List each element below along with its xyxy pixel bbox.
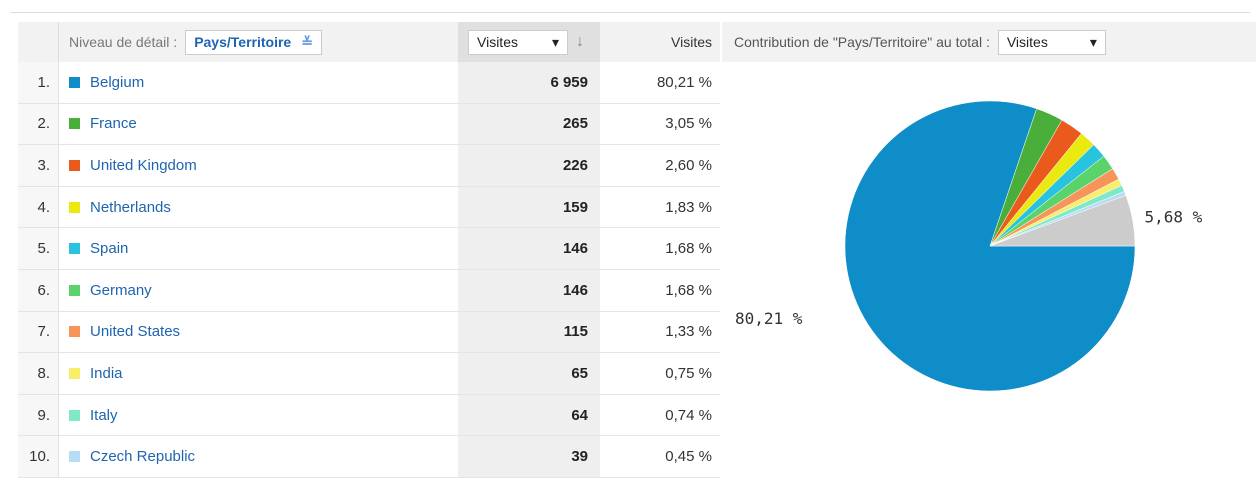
share-value: 2,60 % (665, 156, 712, 174)
color-swatch (69, 118, 80, 130)
top-border (10, 12, 1250, 13)
table-row: 7. United States 115 1,33 % (18, 311, 720, 354)
row-index: 9. (18, 394, 58, 436)
table-row: 3. United Kingdom 226 2,60 % (18, 145, 720, 187)
country-cell: Czech Republic (58, 436, 458, 477)
country-cell: United Kingdom (58, 145, 458, 186)
country-link[interactable]: Belgium (90, 73, 145, 91)
country-cell: France (58, 103, 458, 145)
contribution-text: Visites (1006, 34, 1048, 50)
country-link[interactable]: France (90, 115, 137, 133)
dropdown-icon: ▾ (1089, 33, 1097, 50)
color-swatch (69, 367, 80, 379)
metric-text: Visites (477, 34, 518, 50)
table-row: 4. Netherlands 159 1,83 % (18, 186, 720, 229)
color-swatch (69, 243, 80, 255)
pie-label: 5,68 % (1145, 208, 1203, 227)
sort-icon[interactable]: ↓ (576, 33, 584, 50)
row-index: 5. (18, 228, 58, 269)
dimension-header: Niveau de détail : Pays/Territoire ≚ (58, 22, 458, 62)
pie-chart: 80,21 % 5,68 % (735, 100, 1203, 392)
country-link[interactable]: Netherlands (90, 198, 171, 216)
metric-column-header: Visites (600, 22, 720, 62)
color-swatch (69, 76, 80, 88)
country-cell: Belgium (58, 62, 458, 103)
country-cell: India (58, 353, 458, 394)
share-value: 1,33 % (665, 323, 712, 341)
share-value: 0,74 % (665, 406, 712, 424)
metric-select[interactable]: Visites ▾ (468, 29, 568, 55)
pie-slice (989, 195, 1136, 247)
table-row: 8. India 65 0,75 % (18, 353, 720, 395)
share-value: 1,68 % (665, 240, 712, 258)
row-index: 8. (18, 353, 58, 394)
metric-column: Visites (671, 34, 712, 50)
color-swatch (69, 284, 80, 296)
country-cell: Spain (58, 228, 458, 269)
country-link[interactable]: Spain (90, 240, 129, 258)
detail-label: Niveau de détail : (69, 34, 178, 50)
share-value: 3,05 % (665, 115, 712, 133)
dropdown-icon: ▾ (551, 33, 559, 50)
row-index: 3. (18, 145, 58, 186)
contribution-label: Contribution de "Pays/Territoire" au tot… (734, 34, 990, 50)
row-index: 2. (18, 103, 58, 145)
visits-value: 39 (458, 436, 600, 477)
index-header (18, 22, 58, 62)
visits-value: 65 (458, 353, 600, 394)
share-value: 0,45 % (665, 448, 712, 466)
table-row: 5. Spain 146 1,68 % (18, 228, 720, 270)
pie-label: 80,21 % (735, 309, 803, 328)
row-index: 10. (18, 436, 58, 477)
visits-value: 6 959 (458, 62, 600, 103)
visits-value: 226 (458, 145, 600, 186)
visits-value: 115 (458, 311, 600, 353)
share-value: 1,83 % (665, 198, 712, 216)
dimension-text: Pays/Territoire (194, 34, 292, 50)
visits-value: 265 (458, 103, 600, 145)
table-row: 1. Belgium 6 959 80,21 % (18, 62, 720, 104)
country-link[interactable]: India (90, 364, 123, 382)
country-cell: Italy (58, 394, 458, 436)
dimension-select[interactable]: Pays/Territoire ≚ (185, 29, 322, 55)
country-link[interactable]: Czech Republic (90, 448, 196, 466)
row-index: 4. (18, 186, 58, 228)
visits-value: 64 (458, 394, 600, 436)
contribution-header: Contribution de "Pays/Territoire" au tot… (722, 22, 1256, 62)
dropdown-icon: ≚ (301, 33, 313, 50)
share-value: 1,68 % (665, 281, 712, 299)
country-cell: Germany (58, 270, 458, 311)
country-link[interactable]: United Kingdom (90, 156, 197, 174)
color-swatch (69, 451, 80, 463)
metric-header: Visites ▾ ↓ (458, 22, 600, 62)
share-value: 0,75 % (665, 364, 712, 382)
table-row: 10. Czech Republic 39 0,45 % (18, 436, 720, 478)
row-index: 1. (18, 62, 58, 103)
country-cell: United States (58, 311, 458, 353)
country-link[interactable]: Italy (90, 406, 118, 424)
row-index: 6. (18, 270, 58, 311)
contribution-select[interactable]: Visites ▾ (997, 29, 1106, 55)
visits-value: 146 (458, 270, 600, 311)
share-value: 80,21 % (656, 73, 712, 91)
table-row: 9. Italy 64 0,74 % (18, 394, 720, 437)
color-swatch (69, 326, 80, 338)
table-row: 6. Germany 146 1,68 % (18, 270, 720, 312)
country-cell: Netherlands (58, 186, 458, 228)
color-swatch (69, 409, 80, 421)
color-swatch (69, 159, 80, 171)
visits-value: 159 (458, 186, 600, 228)
visits-value: 146 (458, 228, 600, 269)
color-swatch (69, 201, 80, 213)
country-link[interactable]: United States (90, 323, 181, 341)
row-index: 7. (18, 311, 58, 353)
table-row: 2. France 265 3,05 % (18, 103, 720, 146)
country-link[interactable]: Germany (90, 281, 152, 299)
